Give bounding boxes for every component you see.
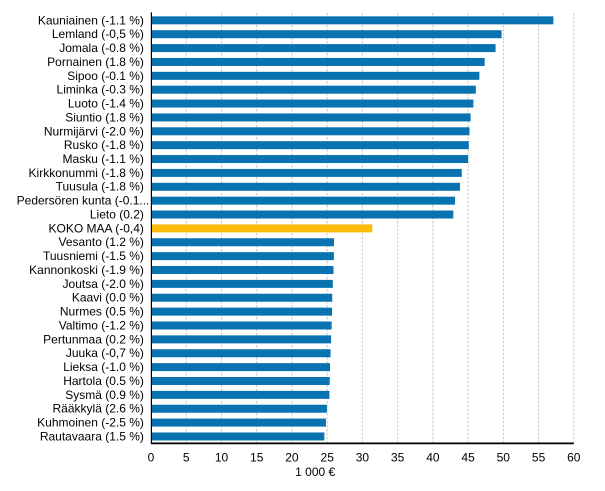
svg-text:25: 25 <box>321 450 335 464</box>
svg-text:Luoto (-1.4 %): Luoto (-1.4 %) <box>68 97 144 111</box>
svg-text:Joutsa (-2.0 %): Joutsa (-2.0 %) <box>63 277 144 291</box>
svg-text:Vesanto (1.2 %): Vesanto (1.2 %) <box>59 235 144 249</box>
svg-text:Valtimo (-1.2 %): Valtimo (-1.2 %) <box>59 318 144 332</box>
svg-text:40: 40 <box>426 450 440 464</box>
svg-text:Kaavi (0.0 %): Kaavi (0.0 %) <box>72 291 144 305</box>
svg-text:Hartola (0.5 %): Hartola (0.5 %) <box>63 374 144 388</box>
svg-text:Rusko (-1.8 %): Rusko (-1.8 %) <box>64 138 144 152</box>
svg-text:Jomala (-0.8 %): Jomala (-0.8 %) <box>59 41 144 55</box>
svg-text:Lemland (-0,5 %): Lemland (-0,5 %) <box>52 27 144 41</box>
svg-text:Pedersören kunta (-0.1...: Pedersören kunta (-0.1... <box>17 194 150 208</box>
svg-text:Lieto (0.2): Lieto (0.2) <box>90 207 144 221</box>
svg-text:Kuhmoinen (-2.5 %): Kuhmoinen (-2.5 %) <box>37 416 144 430</box>
svg-text:Pertunmaa (0.2 %): Pertunmaa (0.2 %) <box>43 332 144 346</box>
svg-text:10: 10 <box>215 450 229 464</box>
svg-text:Tuusniemi (-1.5 %): Tuusniemi (-1.5 %) <box>43 249 144 263</box>
svg-text:KOKO MAA (-0,4): KOKO MAA (-0,4) <box>49 221 144 235</box>
svg-text:Rautavaara (1.5 %): Rautavaara (1.5 %) <box>40 429 144 443</box>
svg-text:1 000 €: 1 000 € <box>295 465 335 479</box>
svg-text:Nurmes (0.5 %): Nurmes (0.5 %) <box>60 305 144 319</box>
svg-text:Kannonkoski (-1.9 %): Kannonkoski (-1.9 %) <box>29 263 144 277</box>
svg-text:Juuka (-0,7 %): Juuka (-0,7 %) <box>66 346 144 360</box>
svg-text:5: 5 <box>183 450 190 464</box>
svg-text:Tuusula (-1.8 %): Tuusula (-1.8 %) <box>56 180 144 194</box>
svg-text:Kirkkonummi (-1.8 %): Kirkkonummi (-1.8 %) <box>29 166 144 180</box>
svg-text:0: 0 <box>148 450 155 464</box>
svg-text:45: 45 <box>461 450 475 464</box>
svg-text:Rääkkylä (2.6 %): Rääkkylä (2.6 %) <box>53 402 144 416</box>
svg-text:60: 60 <box>567 450 581 464</box>
svg-text:Siuntio (1.8 %): Siuntio (1.8 %) <box>65 110 144 124</box>
svg-text:35: 35 <box>391 450 405 464</box>
svg-text:Pornainen (1.8 %): Pornainen (1.8 %) <box>47 55 144 69</box>
svg-text:55: 55 <box>532 450 546 464</box>
svg-text:Liminka (-0.3 %): Liminka (-0.3 %) <box>57 83 144 97</box>
svg-text:20: 20 <box>285 450 299 464</box>
svg-text:Sysmä (0.9 %): Sysmä (0.9 %) <box>65 388 144 402</box>
svg-text:30: 30 <box>356 450 370 464</box>
svg-text:Masku (-1.1 %): Masku (-1.1 %) <box>63 152 144 166</box>
svg-text:Kauniainen (-1.1 %): Kauniainen (-1.1 %) <box>38 13 144 27</box>
svg-text:15: 15 <box>250 450 264 464</box>
svg-text:Nurmijärvi (-2.0 %): Nurmijärvi (-2.0 %) <box>44 124 144 138</box>
svg-text:Lieksa (-1.0 %): Lieksa (-1.0 %) <box>63 360 144 374</box>
svg-text:50: 50 <box>497 450 511 464</box>
svg-text:Sipoo (-0.1 %): Sipoo (-0.1 %) <box>67 69 144 83</box>
